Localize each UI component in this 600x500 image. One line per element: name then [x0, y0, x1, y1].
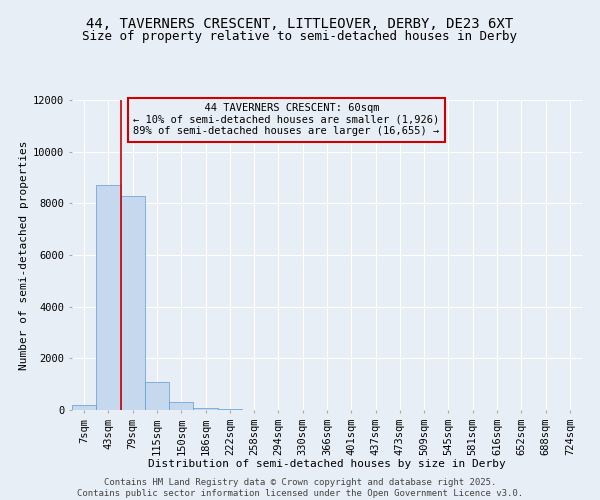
Bar [121, 196, 145, 410]
Bar [145, 382, 169, 410]
Text: 44, TAVERNERS CRESCENT, LITTLEOVER, DERBY, DE23 6XT: 44, TAVERNERS CRESCENT, LITTLEOVER, DERB… [86, 18, 514, 32]
Text: Size of property relative to semi-detached houses in Derby: Size of property relative to semi-detach… [83, 30, 517, 43]
Text: 44 TAVERNERS CRESCENT: 60sqm
← 10% of semi-detached houses are smaller (1,926)
8: 44 TAVERNERS CRESCENT: 60sqm ← 10% of se… [133, 103, 439, 136]
Bar [193, 408, 218, 410]
Bar [96, 185, 121, 410]
Y-axis label: Number of semi-detached properties: Number of semi-detached properties [19, 140, 29, 370]
Text: Contains HM Land Registry data © Crown copyright and database right 2025.
Contai: Contains HM Land Registry data © Crown c… [77, 478, 523, 498]
Bar [72, 405, 96, 410]
Bar [218, 409, 242, 410]
X-axis label: Distribution of semi-detached houses by size in Derby: Distribution of semi-detached houses by … [148, 460, 506, 469]
Bar [169, 402, 193, 410]
